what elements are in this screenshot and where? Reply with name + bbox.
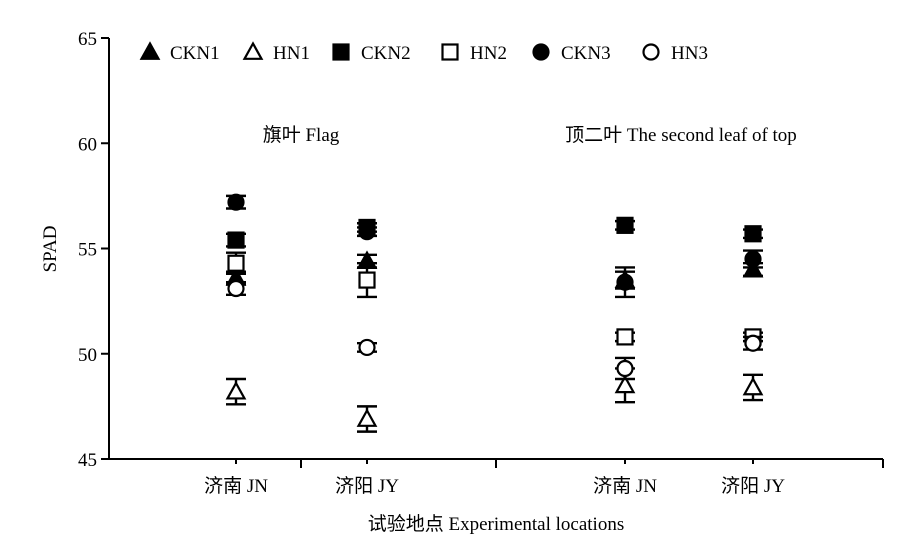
marker-CKN3 (616, 273, 634, 291)
y-tick-label: 50 (78, 345, 97, 366)
legend-item-CKN3: CKN3 (532, 43, 611, 64)
marker-CKN2 (744, 225, 762, 243)
marker-HN2 (227, 254, 245, 272)
legend-marker (332, 43, 350, 61)
marker-HN2 (358, 271, 376, 289)
x-tick-label: 济南 JN (204, 475, 268, 497)
y-tick-label: 45 (78, 450, 97, 471)
legend-marker (139, 41, 161, 60)
y-tick-label: 65 (78, 29, 97, 50)
marker-CKN2 (616, 216, 634, 234)
data-marks (225, 193, 764, 433)
legend-label: HN3 (671, 43, 708, 64)
point-CKN3 (743, 249, 763, 269)
point-CKN2 (743, 225, 763, 243)
panel-title: 顶二叶 The second leaf of top (565, 124, 797, 146)
point-HN3 (743, 334, 763, 352)
y-ticks: 45 50 55 60 65 (78, 29, 109, 471)
legend-marker (242, 41, 264, 60)
legend-item-HN1: HN1 (242, 41, 310, 64)
legend-item-CKN2: CKN2 (332, 43, 411, 64)
x-tick-label: 济阳 JY (335, 475, 399, 497)
x-tick-label: 济南 JN (593, 475, 657, 497)
point-HN3 (357, 338, 377, 357)
marker-HN1 (742, 376, 764, 396)
y-tick-label: 55 (78, 240, 97, 261)
marker-HN3 (744, 334, 762, 352)
legend-item-CKN1: CKN1 (139, 41, 220, 64)
marker-HN1 (225, 380, 247, 400)
point-CKN2 (226, 231, 246, 249)
marker-CKN3 (227, 193, 245, 211)
marker-HN2 (616, 328, 634, 346)
marker-CKN1 (742, 258, 764, 278)
marker-HN3 (616, 359, 634, 378)
legend-label: HN2 (470, 43, 507, 64)
point-HN2 (615, 328, 635, 346)
legend-label: CKN1 (170, 43, 220, 64)
legend-label: CKN3 (561, 43, 611, 64)
point-HN1 (742, 373, 764, 402)
x-tick-label: 济阳 JY (721, 475, 785, 497)
legend-item-HN2: HN2 (441, 43, 507, 64)
legend-label: CKN2 (361, 43, 411, 64)
panel-title: 旗叶 Flag (263, 124, 340, 146)
point-CKN2 (615, 216, 635, 234)
point-HN1 (225, 377, 247, 406)
marker-HN1 (356, 408, 378, 427)
point-CKN3 (226, 193, 246, 211)
legend-marker (441, 43, 459, 61)
marker-HN3 (358, 338, 376, 357)
panel-titles: 旗叶 Flag 顶二叶 The second leaf of top (263, 124, 797, 146)
marker-CKN3 (744, 250, 762, 268)
x-axis-label: 试验地点 Experimental locations (368, 513, 624, 535)
x-ticks: 济南 JN 济阳 JY 济南 JN 济阳 JY (204, 459, 884, 497)
legend-marker (532, 43, 550, 61)
point-CKN3 (615, 266, 635, 299)
point-HN3 (226, 279, 246, 298)
legend: CKN1 HN1 CKN2 HN2 CKN3 HN3 (139, 41, 708, 64)
point-HN2 (226, 251, 246, 275)
point-HN1 (356, 405, 378, 433)
legend-item-HN3: HN3 (642, 43, 708, 64)
marker-HN3 (227, 279, 245, 298)
point-HN3 (615, 356, 635, 381)
legend-marker (642, 43, 660, 61)
marker-CKN3 (358, 223, 376, 241)
y-axis-label: SPAD (40, 226, 61, 273)
marker-HN1 (614, 374, 636, 394)
marker-CKN2 (227, 231, 245, 249)
legend-label: HN1 (273, 43, 310, 64)
y-tick-label: 60 (78, 134, 97, 155)
point-HN2 (357, 262, 377, 299)
point-CKN3 (357, 223, 377, 241)
